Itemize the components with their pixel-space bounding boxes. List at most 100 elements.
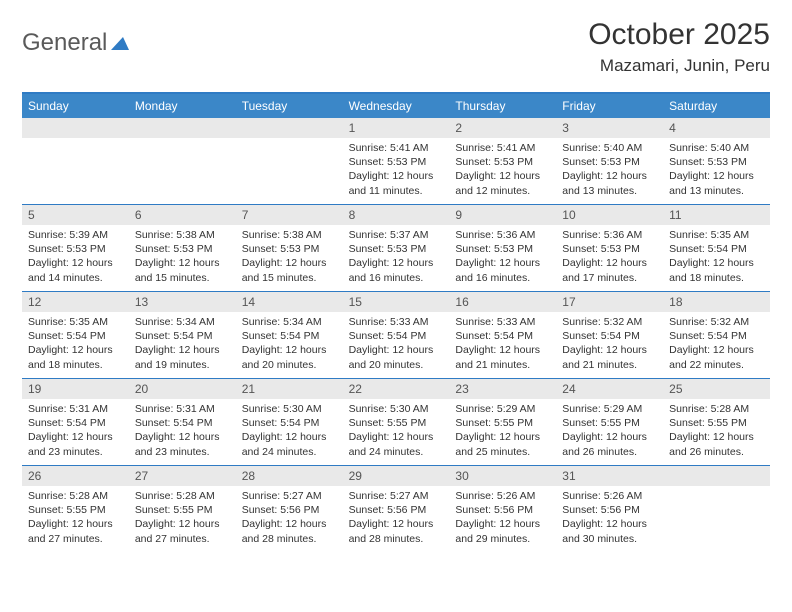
day-details: Sunrise: 5:31 AMSunset: 5:54 PMDaylight:… — [22, 402, 129, 459]
day-cell-empty — [22, 118, 129, 204]
sunset-text: Sunset: 5:53 PM — [669, 155, 764, 169]
dow-cell: Tuesday — [236, 94, 343, 118]
sunrise-text: Sunrise: 5:34 AM — [135, 315, 230, 329]
day-number: 7 — [236, 205, 343, 225]
day-details: Sunrise: 5:41 AMSunset: 5:53 PMDaylight:… — [343, 141, 450, 198]
month-title: October 2025 — [588, 18, 770, 52]
day-details: Sunrise: 5:27 AMSunset: 5:56 PMDaylight:… — [343, 489, 450, 546]
day-cell: 31Sunrise: 5:26 AMSunset: 5:56 PMDayligh… — [556, 466, 663, 552]
day-details: Sunrise: 5:26 AMSunset: 5:56 PMDaylight:… — [449, 489, 556, 546]
day-number: 27 — [129, 466, 236, 486]
day-number: 24 — [556, 379, 663, 399]
sunrise-text: Sunrise: 5:27 AM — [349, 489, 444, 503]
day-cell: 23 Sunrise: 5:29 AMSunset: 5:55 PMDayligh… — [449, 379, 556, 465]
daylight-text: Daylight: 12 hours and 16 minutes. — [455, 256, 550, 284]
sunset-text: Sunset: 5:53 PM — [242, 242, 337, 256]
calendar: SundayMondayTuesdayWednesdayThursdayFrid… — [22, 92, 770, 552]
day-details: Sunrise: 5:32 AMSunset: 5:54 PMDaylight:… — [556, 315, 663, 372]
day-cell: 19 Sunrise: 5:31 AMSunset: 5:54 PMDayligh… — [22, 379, 129, 465]
sunrise-text: Sunrise: 5:32 AM — [562, 315, 657, 329]
day-details: Sunrise: 5:33 AMSunset: 5:54 PMDaylight:… — [449, 315, 556, 372]
day-details: Sunrise: 5:34 AMSunset: 5:54 PMDaylight:… — [129, 315, 236, 372]
sunset-text: Sunset: 5:53 PM — [135, 242, 230, 256]
day-cell: 21Sunrise: 5:30 AMSunset: 5:54 PMDayligh… — [236, 379, 343, 465]
day-cell-empty — [129, 118, 236, 204]
sunset-text: Sunset: 5:55 PM — [455, 416, 550, 430]
day-details: Sunrise: 5:29 AMSunset: 5:55 PMDaylight:… — [449, 402, 556, 459]
day-cell: 25Sunrise: 5:28 AMSunset: 5:55 PMDayligh… — [663, 379, 770, 465]
day-details: Sunrise: 5:39 AMSunset: 5:53 PMDaylight:… — [22, 228, 129, 285]
daylight-text: Daylight: 12 hours and 28 minutes. — [242, 517, 337, 545]
sunset-text: Sunset: 5:54 PM — [135, 416, 230, 430]
day-number: 15 — [343, 292, 450, 312]
day-number: 16 — [449, 292, 556, 312]
sunset-text: Sunset: 5:55 PM — [28, 503, 123, 517]
daylight-text: Daylight: 12 hours and 15 minutes. — [242, 256, 337, 284]
sunset-text: Sunset: 5:53 PM — [455, 242, 550, 256]
daylight-text: Daylight: 12 hours and 16 minutes. — [349, 256, 444, 284]
day-number: 18 — [663, 292, 770, 312]
day-number: 31 — [556, 466, 663, 486]
day-cell: 18Sunrise: 5:32 AMSunset: 5:54 PMDayligh… — [663, 292, 770, 378]
day-details: Sunrise: 5:40 AMSunset: 5:53 PMDaylight:… — [663, 141, 770, 198]
day-cell: 28Sunrise: 5:27 AMSunset: 5:56 PMDayligh… — [236, 466, 343, 552]
sunset-text: Sunset: 5:54 PM — [455, 329, 550, 343]
sunrise-text: Sunrise: 5:33 AM — [349, 315, 444, 329]
day-number: 25 — [663, 379, 770, 399]
daylight-text: Daylight: 12 hours and 11 minutes. — [349, 169, 444, 197]
day-details: Sunrise: 5:30 AMSunset: 5:55 PMDaylight:… — [343, 402, 450, 459]
sunset-text: Sunset: 5:54 PM — [135, 329, 230, 343]
day-number: 3 — [556, 118, 663, 138]
day-number: 21 — [236, 379, 343, 399]
day-number: 23 — [449, 379, 556, 399]
sunrise-text: Sunrise: 5:33 AM — [455, 315, 550, 329]
week-row: 1Sunrise: 5:41 AMSunset: 5:53 PMDaylight… — [22, 118, 770, 204]
day-cell: 27 Sunrise: 5:28 AMSunset: 5:55 PMDayligh… — [129, 466, 236, 552]
sunrise-text: Sunrise: 5:38 AM — [242, 228, 337, 242]
dow-cell: Sunday — [22, 94, 129, 118]
day-number: 10 — [556, 205, 663, 225]
day-cell: 3Sunrise: 5:40 AMSunset: 5:53 PMDaylight… — [556, 118, 663, 204]
day-details: Sunrise: 5:34 AMSunset: 5:54 PMDaylight:… — [236, 315, 343, 372]
day-number — [129, 118, 236, 138]
sunset-text: Sunset: 5:53 PM — [349, 242, 444, 256]
day-details: Sunrise: 5:28 AMSunset: 5:55 PMDaylight:… — [129, 489, 236, 546]
day-number — [236, 118, 343, 138]
day-number: 4 — [663, 118, 770, 138]
day-number: 19 — [22, 379, 129, 399]
day-details: Sunrise: 5:38 AMSunset: 5:53 PMDaylight:… — [129, 228, 236, 285]
daylight-text: Daylight: 12 hours and 18 minutes. — [669, 256, 764, 284]
sunrise-text: Sunrise: 5:36 AM — [455, 228, 550, 242]
daylight-text: Daylight: 12 hours and 30 minutes. — [562, 517, 657, 545]
day-details: Sunrise: 5:35 AMSunset: 5:54 PMDaylight:… — [22, 315, 129, 372]
sunset-text: Sunset: 5:54 PM — [242, 416, 337, 430]
day-cell: 12Sunrise: 5:35 AMSunset: 5:54 PMDayligh… — [22, 292, 129, 378]
sunrise-text: Sunrise: 5:30 AM — [349, 402, 444, 416]
day-details: Sunrise: 5:27 AMSunset: 5:56 PMDaylight:… — [236, 489, 343, 546]
day-details: Sunrise: 5:29 AMSunset: 5:55 PMDaylight:… — [556, 402, 663, 459]
sunrise-text: Sunrise: 5:36 AM — [562, 228, 657, 242]
daylight-text: Daylight: 12 hours and 24 minutes. — [349, 430, 444, 458]
day-cell-empty — [236, 118, 343, 204]
sunrise-text: Sunrise: 5:32 AM — [669, 315, 764, 329]
daylight-text: Daylight: 12 hours and 28 minutes. — [349, 517, 444, 545]
day-cell: 24 Sunrise: 5:29 AMSunset: 5:55 PMDayligh… — [556, 379, 663, 465]
daylight-text: Daylight: 12 hours and 14 minutes. — [28, 256, 123, 284]
logo-triangle-icon — [111, 36, 131, 52]
daylight-text: Daylight: 12 hours and 24 minutes. — [242, 430, 337, 458]
day-number: 14 — [236, 292, 343, 312]
sunset-text: Sunset: 5:56 PM — [242, 503, 337, 517]
day-cell: 17Sunrise: 5:32 AMSunset: 5:54 PMDayligh… — [556, 292, 663, 378]
sunset-text: Sunset: 5:53 PM — [349, 155, 444, 169]
sunset-text: Sunset: 5:53 PM — [562, 155, 657, 169]
sunrise-text: Sunrise: 5:35 AM — [669, 228, 764, 242]
sunset-text: Sunset: 5:55 PM — [562, 416, 657, 430]
daylight-text: Daylight: 12 hours and 27 minutes. — [28, 517, 123, 545]
daylight-text: Daylight: 12 hours and 17 minutes. — [562, 256, 657, 284]
day-cell: 7 Sunrise: 5:38 AMSunset: 5:53 PMDaylight… — [236, 205, 343, 291]
logo: GeneralBlue — [22, 18, 131, 64]
day-cell: 13Sunrise: 5:34 AMSunset: 5:54 PMDayligh… — [129, 292, 236, 378]
sunrise-text: Sunrise: 5:34 AM — [242, 315, 337, 329]
sunrise-text: Sunrise: 5:35 AM — [28, 315, 123, 329]
day-cell: 8Sunrise: 5:37 AMSunset: 5:53 PMDaylight… — [343, 205, 450, 291]
